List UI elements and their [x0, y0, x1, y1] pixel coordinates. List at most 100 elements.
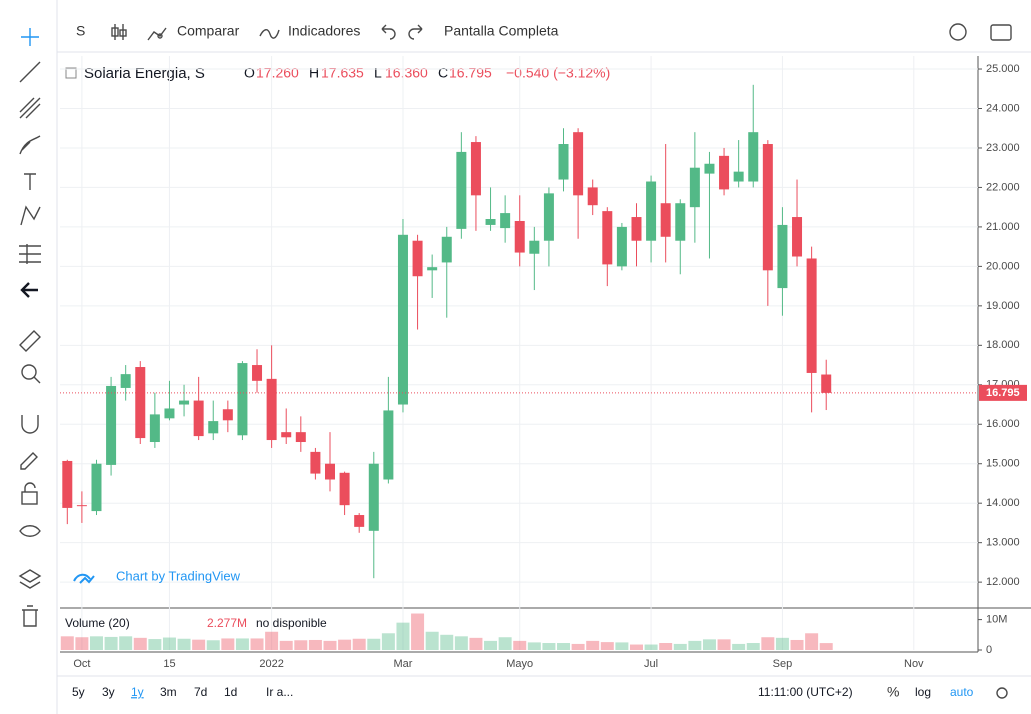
volume-bar	[542, 643, 556, 650]
volume-bar	[425, 631, 439, 650]
range-button[interactable]: 3m	[160, 685, 177, 699]
volume-bar	[177, 638, 191, 650]
candle-body	[383, 410, 394, 480]
candle-body	[164, 408, 175, 419]
goto-button[interactable]: Ir a...	[266, 685, 293, 699]
volume-bar	[659, 643, 673, 650]
log-toggle[interactable]: log	[915, 685, 931, 699]
candle-body	[354, 515, 365, 527]
eye-icon[interactable]	[19, 525, 41, 537]
candle-body	[543, 193, 554, 241]
volume-bar	[75, 637, 89, 650]
layers-icon[interactable]	[18, 569, 42, 589]
volume-bar	[746, 643, 760, 650]
candle-body	[529, 240, 540, 254]
y-tick-label: 24.000	[986, 102, 1020, 114]
candle-body	[252, 365, 263, 381]
compare-icon[interactable]	[147, 27, 167, 41]
lock-icon[interactable]	[21, 491, 38, 505]
undo-button[interactable]	[381, 24, 396, 40]
settings-button[interactable]	[949, 23, 967, 41]
y-tick-label: 16.000	[986, 418, 1020, 430]
zoom-icon[interactable]	[21, 364, 37, 380]
pattern-icon[interactable]	[20, 205, 41, 226]
ohlc-label: L	[374, 65, 382, 81]
candle-body	[427, 267, 438, 271]
candle-body	[631, 217, 642, 241]
volume-bar	[367, 638, 381, 650]
candle-body	[792, 217, 803, 257]
volume-bar	[148, 639, 162, 650]
ruler-icon[interactable]	[19, 330, 41, 352]
volume-bar	[732, 643, 746, 650]
volume-bar	[338, 639, 352, 650]
collapse-button[interactable]	[65, 67, 77, 79]
volume-title: Volume (20)	[65, 616, 130, 630]
range-button[interactable]: 3y	[102, 685, 115, 699]
y-tick-label: 23.000	[986, 142, 1020, 154]
last-price-tag	[979, 384, 1027, 401]
volume-bar	[119, 636, 133, 650]
snapshot-button[interactable]	[990, 24, 1012, 41]
volume-bar	[819, 643, 833, 650]
ohlc-value: 16.360	[385, 65, 428, 81]
change: −0.540 (−3.12%)	[506, 65, 610, 81]
candle-body	[135, 367, 146, 439]
watermark[interactable]: Chart by TradingView	[116, 568, 241, 583]
lock-draw-icon[interactable]	[20, 452, 38, 470]
percent-toggle[interactable]: %	[887, 684, 899, 700]
ohlc-label: C	[438, 65, 448, 81]
crosshair-icon[interactable]	[21, 28, 39, 46]
prediction-icon[interactable]	[19, 244, 41, 264]
candle-body	[179, 400, 190, 405]
candle-body	[616, 226, 627, 267]
volume-bar	[702, 639, 716, 650]
candle-body	[120, 374, 131, 388]
drawing-tools[interactable]	[18, 28, 42, 627]
volume-bar	[498, 637, 512, 650]
volume-bar	[279, 640, 293, 650]
volume-bar	[790, 639, 804, 650]
range-button[interactable]: 1d	[224, 685, 237, 699]
symbol-button[interactable]: S	[76, 23, 85, 39]
redo-button[interactable]	[408, 24, 423, 40]
candle-body	[441, 236, 452, 263]
settings-button[interactable]	[996, 687, 1008, 699]
candle-body	[602, 211, 613, 265]
range-button[interactable]: 1y	[131, 685, 144, 699]
y-tick-label: 19.000	[986, 300, 1020, 312]
indicators-icon[interactable]	[259, 29, 280, 39]
candle-body	[281, 432, 292, 438]
fib-icon[interactable]	[19, 97, 41, 119]
volume-bar	[527, 642, 541, 650]
y-tick-label: 13.000	[986, 537, 1020, 549]
range-button[interactable]: 7d	[194, 685, 207, 699]
chart-type-button[interactable]	[111, 24, 127, 40]
auto-toggle[interactable]: auto	[950, 685, 974, 699]
volume-bar	[192, 639, 206, 650]
brush-icon[interactable]	[19, 135, 41, 155]
trendline-icon[interactable]	[19, 61, 41, 83]
left-toolbar	[0, 0, 57, 714]
trash-icon[interactable]	[22, 605, 38, 627]
ohlc-label: O	[244, 65, 255, 81]
volume-bar	[469, 637, 483, 650]
back-icon[interactable]	[20, 282, 38, 298]
y-tick-label: 25.000	[986, 63, 1020, 75]
volume-bar	[60, 636, 74, 650]
volume-bar	[557, 643, 571, 650]
magnet-icon[interactable]	[21, 415, 39, 434]
candle-body	[821, 374, 832, 393]
indicators-button[interactable]: Indicadores	[288, 23, 360, 39]
volume-bar	[221, 638, 235, 650]
candle-body	[500, 213, 511, 229]
fullscreen-button[interactable]: Pantalla Completa	[444, 23, 559, 39]
range-button[interactable]: 5y	[72, 685, 85, 699]
volume-bar	[484, 640, 498, 650]
volume-bar	[717, 639, 731, 650]
candle-body	[485, 219, 496, 225]
candle-body	[514, 220, 525, 253]
candle-body	[310, 451, 321, 474]
compare-button[interactable]: Comparar	[177, 23, 240, 39]
text-icon[interactable]	[24, 173, 36, 190]
